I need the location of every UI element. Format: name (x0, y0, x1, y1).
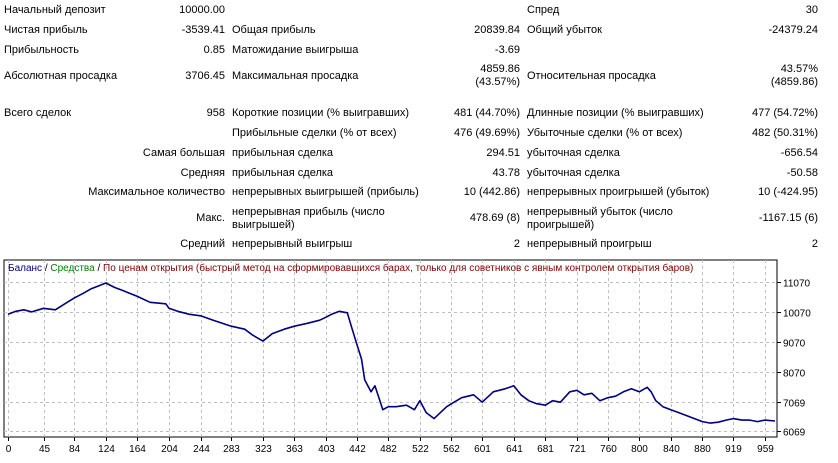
max-amount-profit-label: непрерывная прибыль (число выигрышей) (232, 206, 385, 231)
largest-profit-label: прибыльная сделка (232, 147, 334, 159)
max-drawdown-percent: (43.57%) (475, 76, 520, 88)
y-tick-label: 8070 (783, 369, 806, 380)
x-tick-label: 84 (69, 444, 81, 455)
rel-drawdown-amount: (4859.86) (770, 76, 818, 88)
expected-payoff-label: Матожидание выигрыша (232, 44, 359, 56)
legend-separator: / (94, 263, 104, 274)
x-tick-label: 124 (98, 444, 115, 455)
x-tick-label: 45 (39, 444, 51, 455)
net-profit-label: Чистая прибыль (4, 24, 88, 36)
total-trades-label: Всего сделок (4, 107, 72, 119)
legend-equity: Средства (50, 263, 95, 274)
rel-drawdown-value: 43.57% (780, 63, 818, 75)
initial-deposit-label: Начальный депозит (4, 4, 106, 16)
x-tick-label: 800 (631, 444, 648, 455)
max-amount-loss-label: непрерывный убыток (число проигрышей) (527, 206, 673, 231)
average-loss-value: -50.58 (786, 167, 818, 179)
y-tick-label: 11070 (783, 279, 811, 290)
x-tick-label: 721 (569, 444, 586, 455)
y-tick-label: 10070 (783, 309, 811, 320)
spread-value: 30 (805, 4, 818, 16)
x-tick-label: 919 (725, 444, 742, 455)
plot-frame (3, 259, 778, 438)
legend-balance: Баланс (8, 263, 43, 274)
x-tick-label: 959 (757, 444, 774, 455)
profit-trades-value: 476 (49.69%) (453, 127, 520, 139)
x-tick-label: 522 (412, 444, 429, 455)
avg-consecutive-wins-value: 2 (513, 238, 520, 250)
x-tick-label: 363 (286, 444, 303, 455)
max-count-losses-label: непрерывных проигрышей (убыток) (527, 186, 710, 198)
avg-consecutive-losses-label: непрерывный проигрыш (527, 238, 652, 250)
max-count-label: Максимальное количество (88, 186, 225, 198)
x-tick-label: 641 (506, 444, 523, 455)
avg-consecutive-losses-value: 2 (811, 238, 818, 250)
gross-loss-label: Общий убыток (527, 24, 602, 36)
long-positions-label: Длинные позиции (% выигравших) (527, 107, 704, 119)
max-drawdown-label: Максимальная просадка (232, 70, 359, 82)
average-loss-label: убыточная сделка (527, 167, 620, 179)
x-tick-label: 840 (663, 444, 680, 455)
x-tick-label: 681 (537, 444, 554, 455)
y-tick-label: 6069 (783, 428, 806, 439)
max-drawdown-value: 4859.86 (480, 63, 520, 75)
largest-loss-value: -656.54 (780, 147, 818, 159)
x-tick-label: 0 (6, 444, 12, 455)
chart-legend: Баланс / Средства / По ценам открытия (б… (8, 263, 693, 274)
average-label: Средняя (180, 167, 225, 179)
x-tick-label: 204 (161, 444, 178, 455)
average-profit-value: 43.78 (492, 167, 520, 179)
rel-drawdown-label: Относительная просадка (527, 70, 656, 82)
largest-label: Самая большая (142, 147, 225, 159)
spread-label: Спред (527, 4, 560, 16)
legend-model: По ценам открытия (быстрый метод на сфор… (103, 263, 694, 274)
initial-deposit-value: 10000.00 (179, 4, 225, 16)
largest-profit-value: 294.51 (486, 147, 520, 159)
profit-factor-value: 0.85 (203, 44, 225, 56)
gross-loss-value: -24379.24 (768, 24, 818, 36)
total-trades-value: 958 (206, 107, 225, 119)
abs-drawdown-value: 3706.45 (185, 70, 225, 82)
x-tick-label: 283 (223, 444, 240, 455)
max-count-wins-value: 10 (442.86) (463, 186, 520, 198)
max-amount-label: Макс. (196, 212, 225, 224)
x-tick-label: 760 (600, 444, 617, 455)
max-amount-profit-value: 478.69 (8) (469, 212, 520, 224)
average-profit-label: прибыльная сделка (232, 167, 334, 179)
gross-profit-label: Общая прибыль (232, 24, 316, 36)
x-tick-label: 164 (129, 444, 146, 455)
balance-chart: 11070 10070 9070 8070 7069 6069 0 45 84 124 164 204… (3, 259, 811, 455)
x-tick-label: 403 (318, 444, 335, 455)
profit-factor-label: Прибыльность (4, 44, 79, 56)
avg-consecutive-label: Средний (180, 238, 225, 250)
profit-trades-label: Прибыльные сделки (% от всех) (232, 127, 397, 139)
max-count-losses-value: 10 (-424.95) (758, 186, 818, 198)
x-tick-label: 880 (694, 444, 711, 455)
gross-profit-value: 20839.84 (474, 24, 520, 36)
y-tick-label: 7069 (783, 399, 806, 410)
short-positions-label: Короткие позиции (% выигравших) (232, 107, 410, 119)
y-tick-label: 9070 (783, 339, 806, 350)
balance-chart-panel: 11070 10070 9070 8070 7069 6069 0 45 84 124 164 204… (0, 257, 838, 463)
x-tick-label: 244 (193, 444, 210, 455)
avg-consecutive-wins-label: непрерывный выигрыш (232, 238, 353, 250)
max-amount-loss-value: -1167.15 (6) (758, 212, 818, 224)
loss-trades-value: 482 (50.31%) (751, 127, 818, 139)
net-profit-value: -3539.41 (181, 24, 225, 36)
x-tick-label: 601 (474, 444, 491, 455)
loss-trades-label: Убыточные сделки (% от всех) (527, 127, 683, 139)
long-positions-value: 477 (54.72%) (751, 107, 818, 119)
largest-loss-label: убыточная сделка (527, 147, 620, 159)
x-tick-label: 323 (255, 444, 272, 455)
x-tick-label: 482 (380, 444, 397, 455)
short-positions-value: 481 (44.70%) (453, 107, 520, 119)
abs-drawdown-label: Абсолютная просадка (4, 70, 118, 82)
x-tick-label: 562 (443, 444, 460, 455)
legend-separator: / (42, 263, 51, 274)
max-count-wins-label: непрерывных выигрышей (прибыль) (232, 186, 419, 198)
balance-line (7, 282, 776, 424)
x-tick-label: 442 (349, 444, 366, 455)
expected-payoff-value: -3.69 (494, 44, 520, 56)
